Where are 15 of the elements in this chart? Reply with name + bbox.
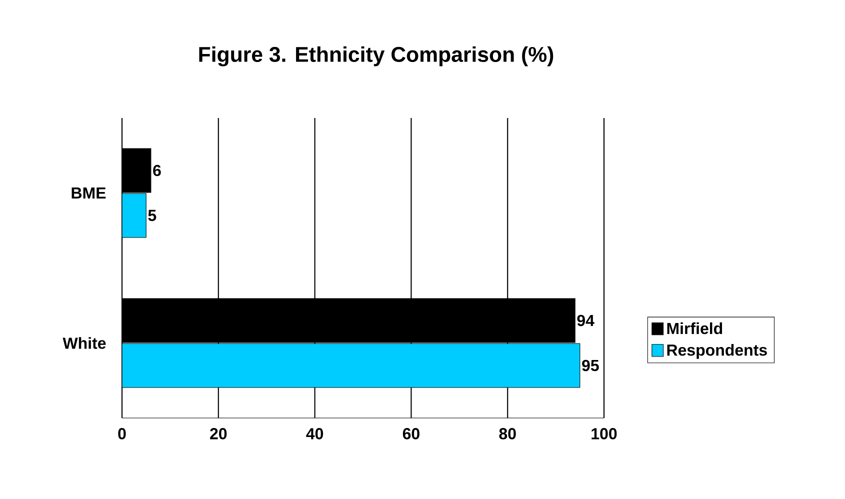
y-tick-label: BME — [72, 187, 106, 198]
y-tick-label: White — [62, 337, 106, 349]
legend-label: Respondents — [667, 344, 767, 359]
legend-label: Mirfield — [667, 322, 722, 334]
x-tick-label: 20 — [210, 428, 227, 440]
x-tick-label: 60 — [402, 428, 420, 440]
chart-title: Figure 3. Ethnicity Comparison (%) — [199, 46, 554, 66]
x-tick-label: 80 — [499, 428, 516, 440]
data-label: 95 — [582, 360, 599, 372]
data-label: 94 — [577, 314, 594, 326]
x-tick-label: 100 — [592, 428, 617, 440]
x-tick-label: 0 — [118, 428, 126, 440]
data-label: 5 — [148, 210, 156, 222]
data-label: 6 — [153, 164, 161, 176]
x-tick-label: 40 — [306, 428, 324, 440]
